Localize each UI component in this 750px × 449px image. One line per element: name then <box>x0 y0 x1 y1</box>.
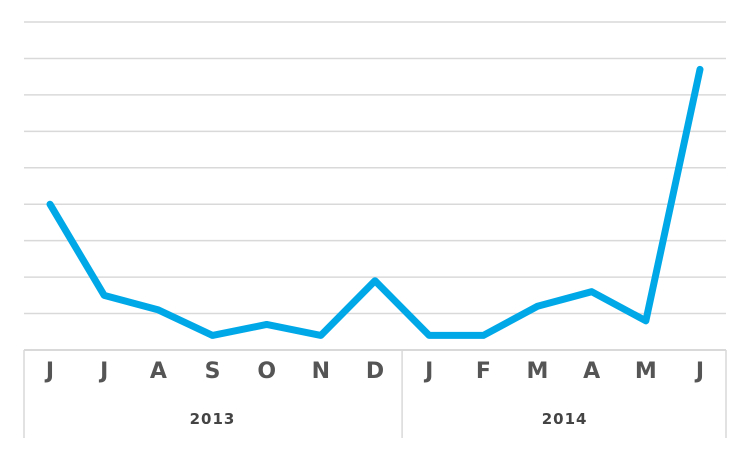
x-tick-label: A <box>583 359 600 384</box>
year-label: 2013 <box>190 410 236 428</box>
x-tick-label: S <box>205 359 221 384</box>
x-tick-label: M <box>527 359 549 384</box>
year-label: 2014 <box>542 410 588 428</box>
series <box>46 65 704 339</box>
x-tick-label: N <box>312 359 330 384</box>
x-tick-label: J <box>44 359 54 384</box>
year-groups: 2013 2014 <box>190 350 588 438</box>
x-tick-label: F <box>476 359 491 384</box>
x-tick-label: J <box>98 359 108 384</box>
x-axis <box>23 350 727 438</box>
x-tick-label: J <box>423 359 433 384</box>
x-tick-label: O <box>257 359 276 384</box>
x-tick-label: M <box>635 359 657 384</box>
x-tick-label: J <box>694 359 704 384</box>
series-line <box>46 65 704 339</box>
x-tick-label: A <box>150 359 167 384</box>
x-tick-label: D <box>366 359 384 384</box>
gridlines <box>24 21 726 351</box>
